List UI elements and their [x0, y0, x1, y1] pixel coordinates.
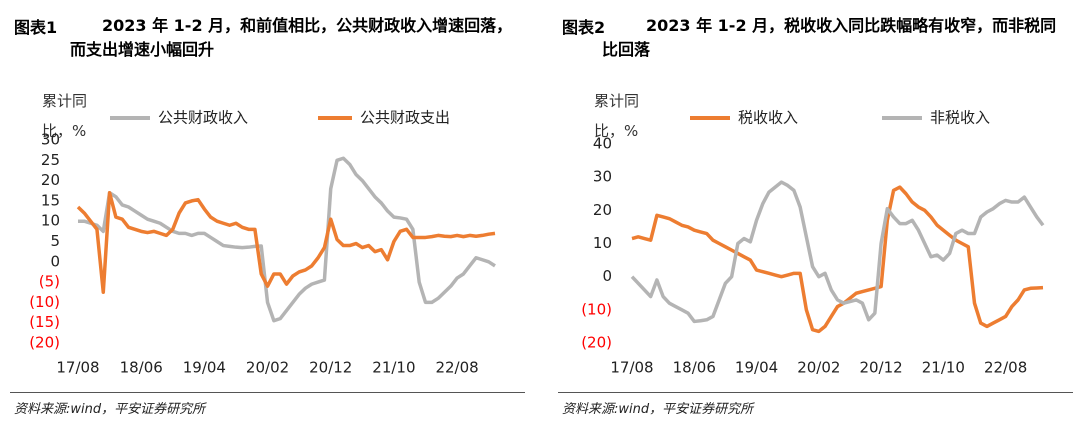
x-tick-label: 20/02 [246, 359, 289, 377]
y-tick-label: 0 [602, 267, 612, 285]
series-line [630, 180, 1045, 324]
panel: 图表1 2023 年 1-2 月，和前值相比，公共财政收入增速回落，而支出增速小… [0, 0, 530, 429]
y-tick-label: 5 [50, 232, 60, 250]
x-tick-label: 21/10 [372, 359, 415, 377]
y-tick-label: 30 [593, 168, 612, 186]
y-tick-label: 40 [593, 135, 612, 153]
x-tick-label: 22/08 [435, 359, 478, 377]
y-tick-label: (15) [29, 313, 60, 331]
chart: 30 25 20 15 10 5 0 (5) (10) (15) (20) 17/08 18/06 19/… [29, 109, 496, 377]
y-tick-label: 20 [593, 201, 612, 219]
legend-label: 税收收入 [738, 109, 798, 127]
y-tick-label: 15 [41, 191, 60, 209]
series-line [76, 191, 496, 294]
legend-label: 公共财政收入 [158, 109, 248, 127]
legend-label: 非税收入 [930, 109, 990, 127]
y-tick-label: 20 [41, 171, 60, 189]
y-tick-label: 10 [593, 234, 612, 252]
x-tick-label: 20/02 [797, 359, 840, 377]
chart-title: 2023 年 1-2 月，和前值相比，公共财政收入增速回落，而支出增速小幅回升 [70, 16, 513, 59]
source: 资料来源:wind，平安证券研究所 [14, 402, 206, 417]
figure-label: 图表2 [562, 18, 606, 37]
x-tick-label: 18/06 [120, 359, 163, 377]
rule [10, 392, 525, 393]
x-tick-label: 19/04 [183, 359, 226, 377]
panel: 图表2 2023 年 1-2 月，税收收入同比跌幅略有收窄，而非税同比回落 累计… [548, 0, 1080, 429]
y-tick-label: (20) [29, 334, 60, 352]
series-line [78, 156, 496, 323]
x-tick-label: 18/06 [673, 359, 716, 377]
figure-label: 图表1 [14, 18, 58, 37]
y-axis-label: 累计同比，% [42, 92, 88, 140]
rule [558, 392, 1073, 393]
x-tick-label: 19/04 [735, 359, 778, 377]
x-tick-label: 22/08 [984, 359, 1027, 377]
x-tick-label: 21/10 [922, 359, 965, 377]
y-tick-label: 30 [41, 131, 60, 149]
y-axis-label: 累计同比，% [594, 92, 640, 140]
chart: 40 30 20 10 0 (10) (20) 17/08 18/06 19/04 20/02 20/… [581, 109, 1045, 377]
y-tick-label: (10) [29, 293, 60, 311]
x-tick-label: 20/12 [309, 359, 352, 377]
y-tick-label: (20) [581, 334, 612, 352]
y-tick-label: (5) [39, 273, 60, 291]
y-tick-label: 25 [41, 151, 60, 169]
x-tick-label: 17/08 [56, 359, 99, 377]
series-line [631, 185, 1044, 334]
source: 资料来源:wind，平安证券研究所 [562, 402, 754, 417]
y-tick-label: (10) [581, 300, 612, 318]
x-tick-label: 17/08 [610, 359, 653, 377]
x-tick-label: 20/12 [859, 359, 902, 377]
y-tick-label: 0 [50, 252, 60, 270]
chart-title: 2023 年 1-2 月，税收收入同比跌幅略有收窄，而非税同比回落 [602, 16, 1057, 59]
y-tick-label: 10 [41, 212, 60, 230]
legend-label: 公共财政支出 [360, 109, 450, 127]
